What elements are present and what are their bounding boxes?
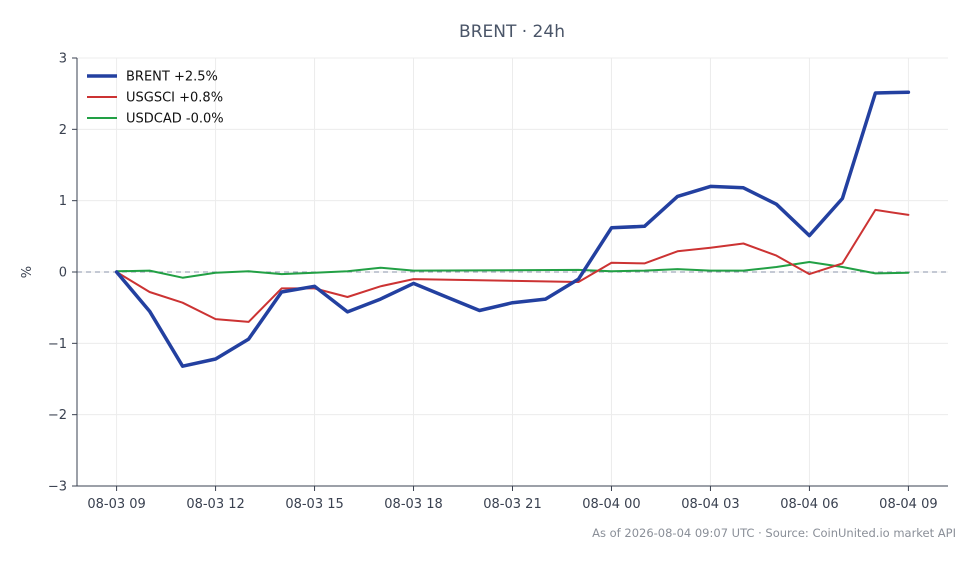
x-tick-label: 08-04 06	[780, 497, 838, 512]
y-tick-label: 1	[59, 194, 67, 209]
series-line-1	[115, 208, 910, 323]
x-tick-label: 08-03 21	[483, 497, 541, 512]
ticks: 3 2 1 0 −1 −2 −3 08-03 09 08-03 12 08-03 15 08-03 …	[48, 52, 938, 513]
legend-entry: BRENT +2.5%	[126, 70, 218, 85]
x-tick-label: 08-03 18	[384, 497, 442, 512]
legend-entry: USDCAD -0.0%	[126, 112, 224, 127]
x-tick-label: 08-04 03	[681, 497, 739, 512]
series-line-0	[114, 90, 911, 368]
series-line-2	[115, 261, 910, 279]
x-tick-label: 08-03 09	[87, 497, 145, 512]
y-tick-label: 2	[59, 123, 67, 138]
y-tick-label: −3	[48, 480, 67, 495]
chart-title: BRENT · 24h	[459, 22, 565, 42]
x-tick-label: 08-03 12	[186, 497, 244, 512]
footer-source: As of 2026-08-04 09:07 UTC · Source: Coi…	[592, 526, 956, 540]
y-tick-label: −1	[48, 337, 67, 352]
series-layer	[114, 90, 911, 368]
y-tick-label: 0	[59, 266, 67, 281]
x-tick-label: 08-03 15	[285, 497, 343, 512]
legend: BRENT +2.5% USGSCI +0.8% USDCAD -0.0%	[87, 70, 224, 127]
y-tick-label: −2	[48, 408, 67, 423]
y-axis-label: %	[20, 266, 35, 278]
y-tick-label: 3	[59, 52, 67, 67]
x-tick-label: 08-04 09	[879, 497, 937, 512]
x-tick-label: 08-04 00	[582, 497, 640, 512]
legend-entry: USGSCI +0.8%	[126, 91, 223, 106]
